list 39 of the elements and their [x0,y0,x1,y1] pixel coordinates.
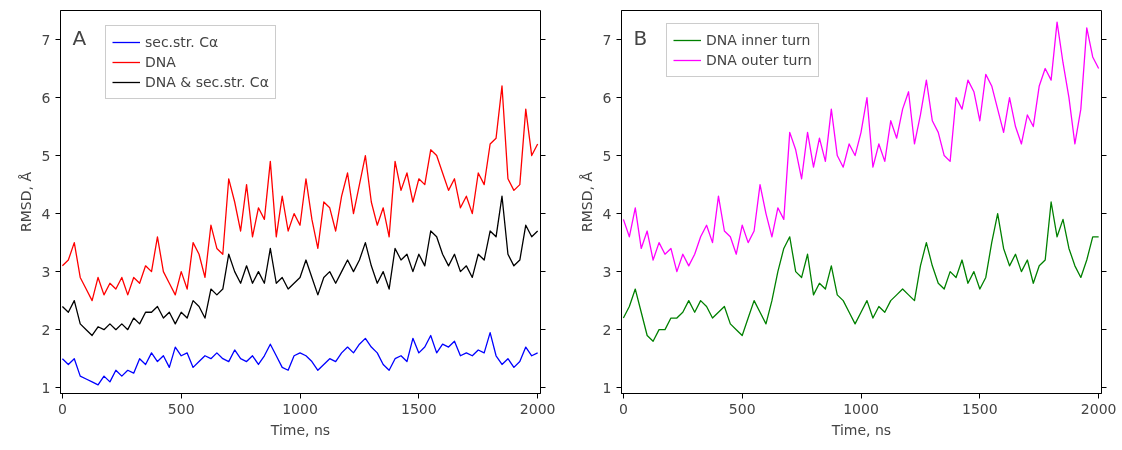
y-axis-title: RMSD, Å [17,171,34,232]
x-tick-label: 0 [618,400,628,417]
x-tick-label: 0 [57,400,67,417]
y-tick-label: 2 [602,321,612,338]
x-tick-label: 500 [167,400,195,417]
x-tick-label: 1000 [843,400,879,417]
line-series [622,201,1100,342]
y-tick-label: 5 [41,147,51,164]
annotation: A [72,25,87,50]
y-tick-label: 4 [41,205,51,222]
line-series [61,331,539,386]
y-tick-label: 6 [602,89,612,106]
x-axis-title: Time, ns [830,421,892,438]
line-series [61,85,539,302]
y-axis-title: RMSD, Å [578,171,595,232]
x-tick-label: 1500 [401,400,437,417]
legend-label: DNA inner turn [706,32,811,48]
y-tick-label: 7 [602,31,612,48]
y-tick-label: 3 [41,263,51,280]
line-series [622,21,1100,273]
legend-label: DNA & sec.str. Cα [145,74,269,90]
y-tick-label: 4 [602,205,612,222]
x-tick-label: 1000 [282,400,318,417]
y-tick-label: 5 [602,147,612,164]
annotation: B [633,25,648,50]
y-tick-label: 6 [41,89,51,106]
legend-label: DNA [145,54,176,70]
legend-label: sec.str. Cα [145,34,219,50]
y-tick-label: 1 [602,379,612,396]
y-tick-label: 1 [41,379,51,396]
y-tick-label: 7 [41,31,51,48]
x-tick-label: 2000 [519,400,556,417]
x-tick-label: 2000 [1080,400,1117,417]
y-tick-label: 3 [602,263,612,280]
legend-label: DNA outer turn [706,52,812,68]
y-tick-label: 2 [41,321,51,338]
x-axis-title: Time, ns [269,421,331,438]
x-tick-label: 500 [728,400,756,417]
x-tick-label: 1500 [962,400,998,417]
